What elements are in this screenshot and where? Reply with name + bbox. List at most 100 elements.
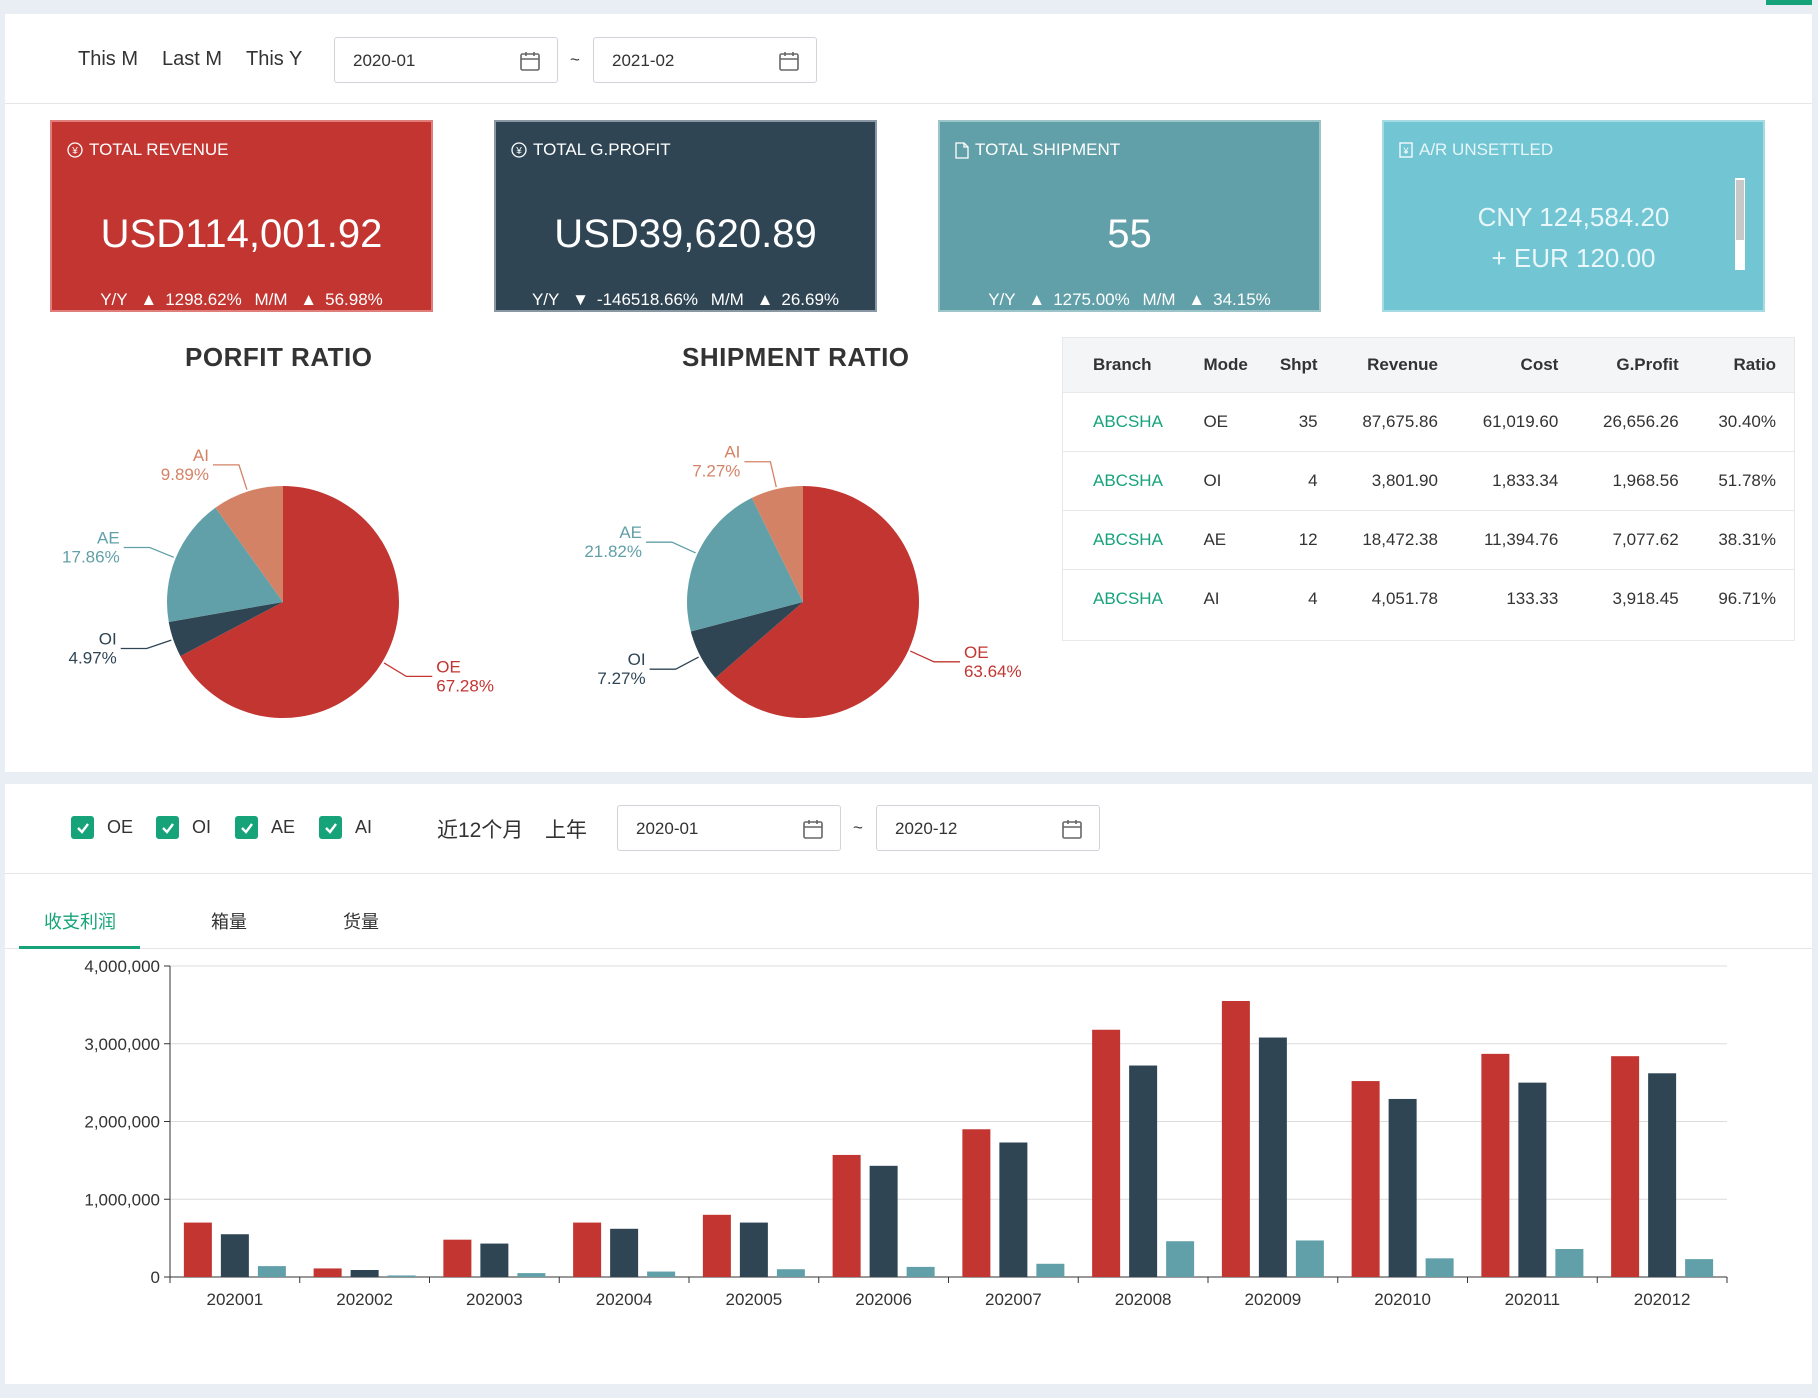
tab-cargo[interactable]: 货量: [343, 912, 379, 932]
this-year-button[interactable]: This Y: [246, 48, 303, 70]
bar-series-2[interactable]: [610, 1228, 639, 1277]
table-header-row: Branch Mode Shpt Revenue Cost G.Profit R…: [1063, 338, 1794, 392]
pie-value-label: 67.28%: [436, 676, 494, 695]
bar-series-1[interactable]: [1481, 1053, 1510, 1277]
bar-series-2[interactable]: [739, 1222, 768, 1277]
scrollbar-track[interactable]: [1735, 178, 1745, 270]
bar-series-3[interactable]: [906, 1266, 935, 1277]
trend-start-date-picker[interactable]: 2020-01: [617, 805, 841, 851]
col-branch: Branch: [1063, 338, 1192, 392]
branch-link[interactable]: ABCSHA: [1093, 588, 1163, 608]
bar-series-2[interactable]: [1388, 1098, 1417, 1277]
bar-series-2[interactable]: [1518, 1082, 1547, 1277]
bar-series-1[interactable]: [313, 1268, 342, 1277]
col-ratio: Ratio: [1696, 338, 1794, 392]
bar-series-3[interactable]: [257, 1266, 286, 1277]
bar-series-3[interactable]: [1036, 1263, 1065, 1277]
pie-label: AE: [619, 523, 642, 542]
pie-slice-ai[interactable]: [751, 486, 803, 602]
pie-slice-ae[interactable]: [687, 497, 803, 632]
pie-leader-line: [212, 464, 248, 490]
pie-slice-oe[interactable]: [715, 486, 919, 718]
bar-series-3[interactable]: [776, 1269, 805, 1277]
start-date-picker[interactable]: 2020-01: [334, 37, 558, 83]
kpi-value: USD114,001.92: [100, 212, 383, 256]
checkbox-oi[interactable]: OI: [156, 816, 211, 839]
pie-slice-ae[interactable]: [167, 507, 283, 622]
kpi-card-total-shipment[interactable]: TOTAL SHIPMENT 55 Y/Y ▲ 1275.00% M/M ▲ 34.…: [938, 120, 1321, 312]
bar-series-2[interactable]: [1648, 1073, 1677, 1277]
bar-series-2[interactable]: [1129, 1065, 1158, 1277]
checkbox-ae[interactable]: AE: [235, 816, 295, 839]
yen-circle-icon: ¥: [67, 142, 83, 158]
kpi-card-total-revenue[interactable]: ¥ TOTAL REVENUE USD114,001.92 Y/Y ▲ 1298.…: [50, 120, 433, 312]
bar-series-2[interactable]: [999, 1142, 1028, 1277]
bar-series-1[interactable]: [832, 1154, 861, 1277]
yy-label: Y/Y: [100, 290, 128, 309]
bar-series-1[interactable]: [573, 1222, 602, 1277]
scrollbar-thumb[interactable]: [1736, 180, 1744, 240]
branch-link[interactable]: ABCSHA: [1093, 529, 1163, 549]
pie-slice-oi[interactable]: [690, 602, 803, 678]
pie-slice-oi[interactable]: [168, 602, 283, 657]
bar-series-3[interactable]: [1166, 1241, 1195, 1277]
col-revenue: Revenue: [1335, 338, 1456, 392]
date-filter-bar: This M Last M This Y 2020-01 ~ 2021-02: [5, 14, 1812, 104]
branch-link[interactable]: ABCSHA: [1093, 470, 1163, 490]
bar-series-3[interactable]: [387, 1275, 416, 1277]
pie-label: OI: [99, 630, 117, 649]
checkbox-label: AI: [355, 817, 373, 837]
calendar-icon: [779, 52, 799, 71]
bar-series-1[interactable]: [1092, 1029, 1121, 1277]
bar-series-1[interactable]: [183, 1222, 212, 1277]
summary-panel: This M Last M This Y 2020-01 ~ 2021-02 ¥…: [5, 14, 1812, 772]
pie-slice-ai[interactable]: [215, 486, 283, 602]
pie-slice-oe[interactable]: [180, 486, 400, 718]
bar-series-2[interactable]: [220, 1234, 249, 1277]
bar-series-3[interactable]: [1425, 1258, 1454, 1277]
pie-label: OE: [964, 643, 989, 662]
x-tick-label: 202010: [1374, 1290, 1431, 1309]
table-row: ABCSHA AI 4 4,051.78 133.33 3,918.45 96.…: [1063, 568, 1794, 628]
mm-label: M/M: [254, 290, 288, 309]
bar-series-1[interactable]: [1611, 1056, 1640, 1277]
kpi-card-ar-unsettled[interactable]: ¥ A/R UNSETTLED CNY 124,584.20 + EUR 120…: [1382, 120, 1765, 312]
kpi-title: A/R UNSETTLED: [1419, 140, 1554, 159]
bar-series-2[interactable]: [1258, 1037, 1287, 1277]
bar-series-3[interactable]: [1685, 1259, 1714, 1277]
end-date-picker[interactable]: 2021-02: [593, 37, 817, 83]
last-year-button[interactable]: 上年: [545, 819, 587, 842]
revenue-cell: 18,472.38: [1335, 509, 1456, 569]
pie-label: AE: [97, 528, 120, 547]
bar-series-1[interactable]: [1221, 1000, 1250, 1277]
bar-series-1[interactable]: [702, 1214, 731, 1277]
last-month-button[interactable]: Last M: [162, 48, 223, 70]
tab-containers[interactable]: 箱量: [211, 912, 247, 932]
tab-revenue-profit[interactable]: 收支利润: [44, 912, 116, 932]
check-icon: [156, 816, 179, 839]
trend-end-date-picker[interactable]: 2020-12: [876, 805, 1100, 851]
bar-series-3[interactable]: [1295, 1240, 1324, 1277]
up-triangle-icon: ▲: [1028, 290, 1046, 309]
last-12-months-button[interactable]: 近12个月: [437, 819, 524, 842]
col-shpt: Shpt: [1263, 338, 1336, 392]
bar-series-1[interactable]: [443, 1239, 472, 1277]
bar-series-2[interactable]: [480, 1243, 509, 1277]
checkbox-ai[interactable]: AI: [319, 816, 372, 839]
bar-series-3[interactable]: [647, 1271, 676, 1277]
bar-series-3[interactable]: [517, 1273, 546, 1277]
kpi-card-total-gprofit[interactable]: ¥ TOTAL G.PROFIT USD39,620.89 Y/Y ▼ -1465…: [494, 120, 877, 312]
checkbox-oe[interactable]: OE: [71, 816, 133, 839]
bar-series-1[interactable]: [962, 1129, 991, 1277]
bar-series-1[interactable]: [1351, 1081, 1380, 1277]
x-tick-label: 202006: [855, 1290, 912, 1309]
bar-series-2[interactable]: [350, 1270, 379, 1277]
bar-series-3[interactable]: [1555, 1249, 1584, 1277]
x-tick-label: 202002: [336, 1290, 393, 1309]
ar-eur-value: + EUR 120.00: [1491, 243, 1656, 273]
checkbox-label: OE: [107, 817, 134, 837]
this-month-button[interactable]: This M: [78, 48, 138, 70]
shipment-ratio-title: SHIPMENT RATIO: [682, 342, 910, 372]
bar-series-2[interactable]: [869, 1165, 898, 1277]
branch-link[interactable]: ABCSHA: [1093, 411, 1163, 431]
